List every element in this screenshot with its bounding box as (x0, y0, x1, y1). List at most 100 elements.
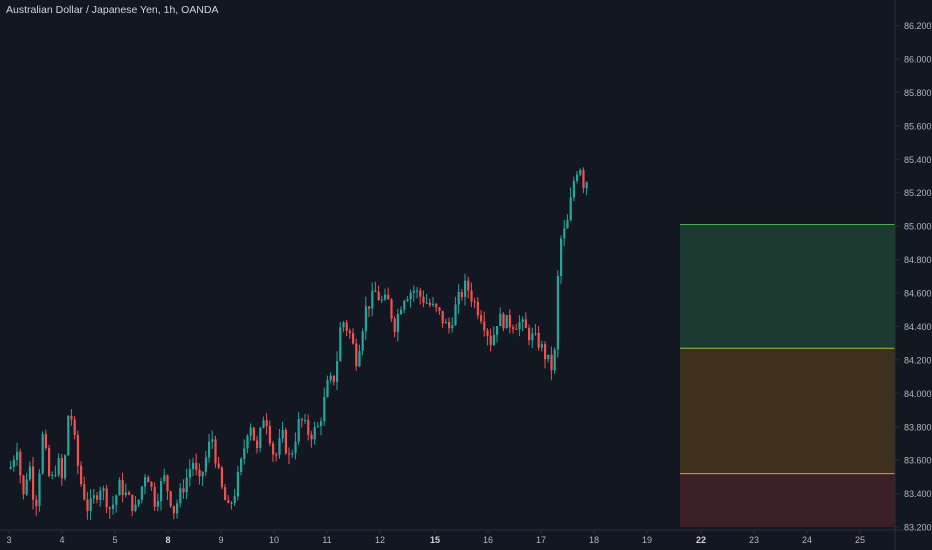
candle-body (233, 496, 236, 503)
candle-body (201, 471, 204, 477)
candle-body (179, 488, 182, 504)
candle-body (361, 331, 364, 351)
candle-body (310, 434, 313, 440)
price-tick-label: 86.000 (904, 54, 932, 64)
candle-body (528, 327, 531, 341)
candle-body (342, 322, 345, 328)
candle-body (236, 471, 239, 497)
candle-body (531, 333, 534, 341)
time-tick-label: 3 (6, 535, 11, 545)
candle-body (425, 302, 428, 304)
candle-body (380, 299, 383, 301)
candle-body (124, 492, 127, 496)
zone-0 (680, 224, 895, 349)
candle-body (275, 454, 278, 456)
candle-body (115, 495, 118, 505)
candle-body (556, 276, 559, 350)
candle-body (582, 170, 585, 189)
candle-body (211, 439, 214, 442)
candle-body (67, 415, 70, 456)
candle-body (396, 314, 399, 333)
time-tick-label: 11 (322, 535, 331, 545)
candle-body (131, 494, 134, 511)
candle-body (217, 463, 220, 468)
candle-body (137, 499, 140, 505)
candle-body (12, 459, 15, 467)
candle-body (348, 330, 351, 334)
candle-body (384, 294, 387, 300)
candle-body (54, 474, 57, 476)
candle-body (368, 306, 371, 309)
candle-body (403, 301, 406, 310)
candle-body (512, 327, 515, 329)
candle-body (374, 290, 377, 292)
candle-body (156, 501, 159, 507)
candle-body (278, 438, 281, 456)
candle-body (544, 344, 547, 360)
candle-body (44, 434, 47, 449)
time-tick-label: 10 (269, 535, 279, 545)
candle-body (86, 499, 89, 512)
candle-body (144, 477, 147, 487)
candle-body (409, 292, 412, 300)
candle-body (291, 453, 294, 455)
candle-body (371, 290, 374, 309)
candle-body (288, 453, 291, 455)
time-tick-label: 8 (165, 535, 170, 545)
candle-body (57, 458, 60, 475)
time-tick-label: 19 (642, 535, 652, 545)
candle-body (76, 435, 79, 466)
candle-body (307, 420, 310, 435)
candle-body (256, 440, 259, 449)
candle-body (176, 503, 179, 514)
candle-body (16, 451, 19, 460)
candle-body (576, 174, 579, 181)
price-tick-label: 83.600 (904, 456, 932, 466)
price-tick-label: 85.200 (904, 188, 932, 198)
candle-body (569, 197, 572, 221)
candle-body (476, 301, 479, 316)
candle-body (540, 344, 543, 348)
candle-body (147, 477, 150, 483)
candle-body (486, 330, 489, 336)
candle-body (515, 328, 518, 330)
candle-body (470, 290, 473, 302)
candle-body (332, 375, 335, 382)
candle-body (252, 427, 255, 441)
candle-body (35, 499, 38, 507)
target-zones (680, 223, 895, 528)
zone-2 (680, 473, 895, 528)
candle-body (284, 429, 287, 454)
candle-body (464, 280, 467, 297)
candle-body (9, 466, 12, 469)
candle-body (336, 361, 339, 382)
candle-body (51, 474, 54, 476)
candle-body (364, 306, 367, 332)
time-tick-label: 5 (112, 535, 117, 545)
price-axis[interactable]: 83.200 83.400 83.600 83.800 84.000 84.200 84.4… (895, 21, 932, 533)
candle-body (457, 291, 460, 305)
candle-body (89, 498, 92, 512)
candle-body (537, 332, 540, 348)
candle-body (118, 479, 121, 496)
candle-body (195, 462, 198, 470)
candle-body (483, 321, 486, 331)
candle-body (294, 441, 297, 454)
candle-body (182, 488, 185, 493)
candle-body (105, 488, 108, 508)
candle-body (480, 315, 483, 322)
time-tick-label: 17 (536, 535, 546, 545)
candle-body (448, 321, 451, 329)
candle-body (204, 457, 207, 472)
candle-body (412, 290, 415, 293)
candle-body (214, 439, 217, 464)
candle-body (313, 427, 316, 440)
candle-body (316, 425, 319, 428)
candle-body (489, 335, 492, 346)
candle-body (281, 429, 284, 439)
candle-body (41, 434, 44, 474)
candle-body (73, 419, 76, 436)
time-axis[interactable]: 3 4 5 8 9 10 11 12 15 16 17 18 19 22 23 24 25 (6, 530, 865, 545)
candle-body (220, 467, 223, 488)
